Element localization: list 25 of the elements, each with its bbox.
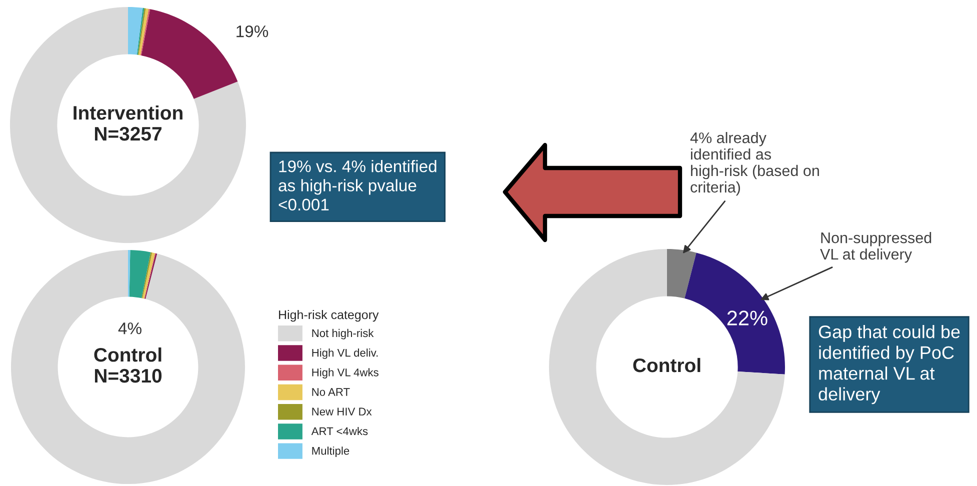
data-label: 22% bbox=[727, 310, 768, 326]
legend-label: ART <4wks bbox=[311, 426, 368, 436]
legend-title: High-risk category bbox=[279, 310, 379, 322]
text: 4% bbox=[118, 322, 142, 334]
legend-label: New HIV Dx bbox=[312, 408, 372, 416]
text: 19% vs. 4% identified as high-risk pvalue <0.001 bbox=[278, 160, 436, 211]
text: Control bbox=[633, 358, 700, 372]
text: 19% bbox=[236, 25, 268, 38]
donut-slice bbox=[142, 252, 152, 298]
text: Intervention N=3257 bbox=[74, 105, 182, 141]
text: Gap that could be identified by PoC maternal VL at delivery bbox=[818, 325, 960, 404]
text: Control N=3310 bbox=[94, 347, 162, 383]
donut-slice bbox=[11, 250, 245, 484]
donut-slice bbox=[128, 7, 143, 55]
legend-label: High VL deliv. bbox=[312, 348, 378, 359]
legend-label: High VL 4wks bbox=[312, 368, 378, 379]
slice-label: Non-suppressed VL at delivery bbox=[820, 232, 932, 263]
legend-label: Multiple bbox=[312, 446, 350, 457]
donut-slice bbox=[667, 249, 696, 298]
slice-label: 4% already identified as high-risk (based on criteria) bbox=[690, 132, 819, 196]
donut-slice bbox=[141, 9, 238, 99]
donut-slice bbox=[129, 250, 151, 298]
donut-slice bbox=[549, 249, 785, 485]
legend-label: No ART bbox=[312, 388, 350, 396]
legend-label: Not high-risk bbox=[312, 328, 374, 340]
